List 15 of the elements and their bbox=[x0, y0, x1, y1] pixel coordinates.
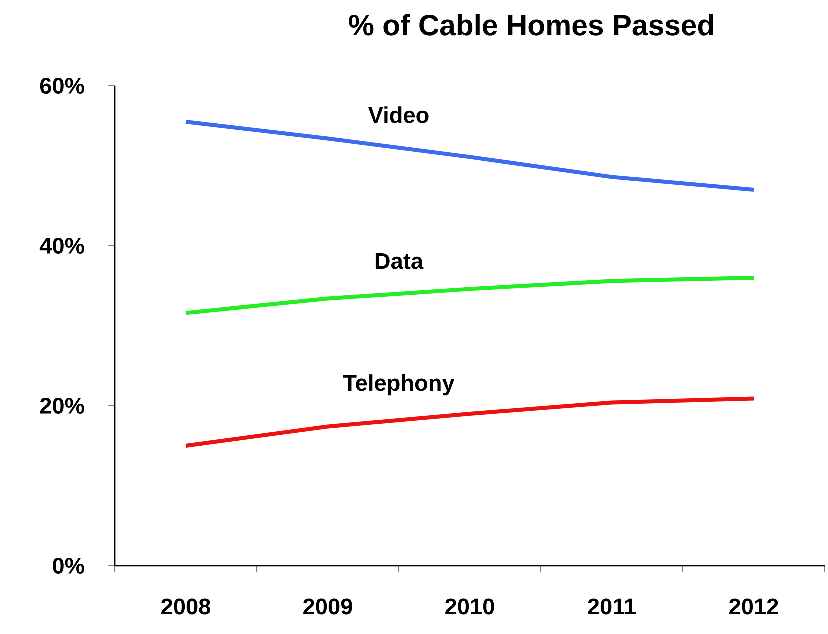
y-tick-label: 40% bbox=[40, 238, 84, 254]
line-series bbox=[184, 396, 756, 448]
x-tick-label: 2008 bbox=[162, 598, 211, 615]
y-tick-label: 60% bbox=[40, 78, 84, 94]
y-tick-label: 20% bbox=[40, 398, 84, 414]
x-tick-label: 2011 bbox=[588, 598, 636, 615]
line-series bbox=[184, 276, 756, 316]
y-tick-label: 0% bbox=[53, 558, 84, 574]
series-label: Video bbox=[368, 106, 429, 124]
x-tick-label: 2010 bbox=[446, 598, 494, 615]
x-tick-label: 2009 bbox=[304, 598, 352, 615]
series-label: Telephony bbox=[343, 374, 455, 396]
series-label: Data bbox=[376, 253, 424, 270]
x-tick-label: 2012 bbox=[730, 598, 778, 615]
chart-title: % of Cable Homes Passed bbox=[349, 14, 714, 36]
